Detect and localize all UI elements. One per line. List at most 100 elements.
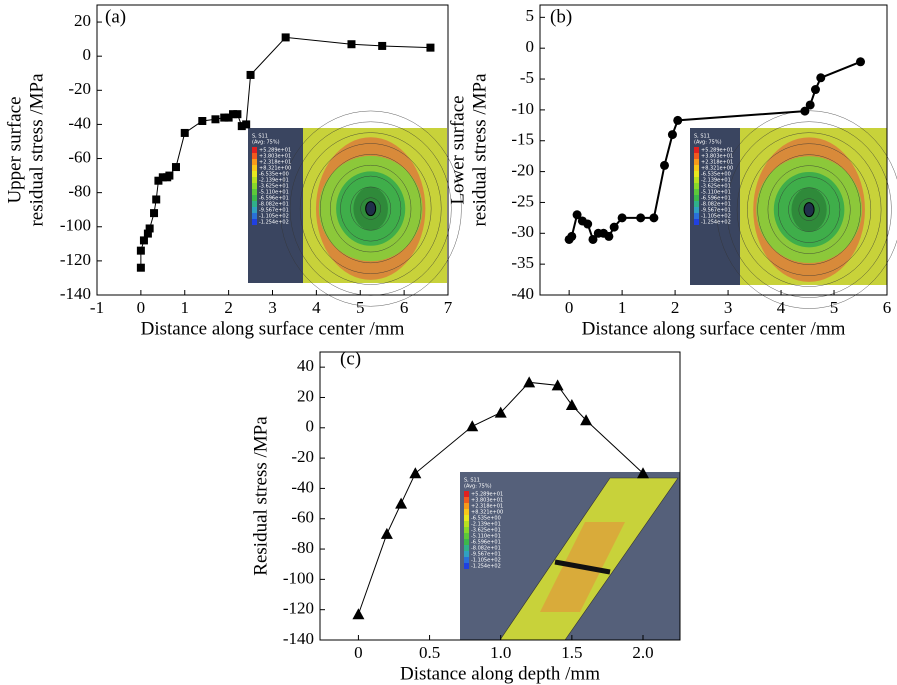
marker bbox=[618, 213, 627, 222]
marker bbox=[523, 376, 535, 387]
y-tick-label: -100 bbox=[60, 216, 91, 235]
x-tick-label: 5 bbox=[830, 298, 839, 317]
marker bbox=[247, 71, 255, 79]
y-axis-label: residual stress /MPa bbox=[26, 73, 47, 227]
y-tick-label: -35 bbox=[511, 253, 534, 272]
marker bbox=[610, 223, 619, 232]
panel-label: (b) bbox=[550, 6, 572, 27]
marker bbox=[604, 232, 613, 241]
legend-swatch bbox=[252, 219, 257, 225]
legend-swatch bbox=[694, 207, 699, 213]
inset-subtitle: (Avg: 75%) bbox=[252, 140, 280, 146]
legend-swatch bbox=[252, 189, 257, 195]
marker bbox=[806, 100, 815, 109]
legend-swatch bbox=[464, 509, 469, 515]
y-tick-label: -120 bbox=[283, 599, 314, 618]
x-tick-label: 1 bbox=[618, 298, 627, 317]
y-tick-label: -20 bbox=[291, 447, 314, 466]
x-tick-label: 4 bbox=[777, 298, 786, 317]
panel-label: (c) bbox=[340, 348, 361, 369]
x-tick-label: 0.5 bbox=[419, 643, 440, 662]
y-tick-label: -25 bbox=[511, 191, 534, 210]
marker bbox=[146, 224, 154, 232]
legend-swatch bbox=[694, 189, 699, 195]
marker bbox=[426, 44, 434, 52]
legend-swatch bbox=[694, 147, 699, 153]
legend-swatch bbox=[252, 177, 257, 183]
legend-swatch bbox=[694, 177, 699, 183]
inset-subtitle: (Avg: 75%) bbox=[694, 140, 722, 146]
y-tick-label: -20 bbox=[68, 79, 91, 98]
marker bbox=[198, 117, 206, 125]
x-tick-label: -1 bbox=[90, 298, 104, 317]
legend-swatch bbox=[694, 153, 699, 159]
y-tick-label: -30 bbox=[511, 222, 534, 241]
y-tick-label: -40 bbox=[68, 113, 91, 132]
marker bbox=[673, 116, 682, 125]
marker bbox=[668, 130, 677, 139]
x-tick-label: 2.0 bbox=[632, 643, 653, 662]
x-tick-label: 1.0 bbox=[490, 643, 511, 662]
legend-swatch bbox=[694, 213, 699, 219]
marker bbox=[242, 120, 250, 128]
marker bbox=[856, 57, 865, 66]
marker bbox=[636, 213, 645, 222]
legend-swatch bbox=[464, 491, 469, 497]
marker bbox=[816, 73, 825, 82]
legend-swatch bbox=[694, 171, 699, 177]
marker bbox=[172, 163, 180, 171]
x-axis-label: Distance along surface center /mm bbox=[582, 318, 846, 339]
legend-swatch bbox=[464, 521, 469, 527]
y-tick-label: -5 bbox=[520, 68, 534, 87]
y-axis-label: Upper surface bbox=[4, 96, 25, 203]
legend-swatch bbox=[464, 557, 469, 563]
y-axis-label: Residual stress /MPa bbox=[250, 416, 271, 576]
fem-inset: S, S11(Avg: 75%)+5.289e+01+3.803e+01+2.3… bbox=[690, 111, 897, 309]
marker bbox=[566, 399, 578, 410]
y-tick-label: -80 bbox=[291, 538, 314, 557]
legend-swatch bbox=[252, 213, 257, 219]
y-tick-label: -60 bbox=[291, 508, 314, 527]
y-tick-label: -10 bbox=[511, 99, 534, 118]
marker bbox=[282, 33, 290, 41]
legend-swatch bbox=[464, 503, 469, 509]
y-tick-label: -15 bbox=[511, 130, 534, 149]
marker bbox=[352, 608, 364, 619]
marker bbox=[150, 209, 158, 217]
y-tick-label: 20 bbox=[74, 11, 91, 30]
y-tick-label: -40 bbox=[511, 284, 534, 303]
fem-inset: S, S11(Avg: 75%)+5.289e+01+3.803e+01+2.3… bbox=[248, 111, 461, 306]
x-tick-label: 3 bbox=[268, 298, 277, 317]
marker bbox=[409, 467, 421, 478]
legend-swatch bbox=[252, 159, 257, 165]
legend-value: -1.254e+02 bbox=[471, 564, 501, 570]
marker bbox=[137, 247, 145, 255]
marker bbox=[152, 195, 160, 203]
legend-swatch bbox=[252, 207, 257, 213]
legend-swatch bbox=[694, 219, 699, 225]
x-tick-label: 4 bbox=[312, 298, 321, 317]
marker bbox=[233, 110, 241, 118]
x-axis-label: Distance along depth /mm bbox=[400, 663, 600, 684]
x-tick-label: 0 bbox=[354, 643, 363, 662]
legend-swatch bbox=[694, 183, 699, 189]
x-axis-label: Distance along surface center /mm bbox=[141, 318, 405, 339]
marker bbox=[137, 264, 145, 272]
x-tick-label: 5 bbox=[356, 298, 365, 317]
legend-value: -1.254e+02 bbox=[259, 220, 289, 226]
y-tick-label: -140 bbox=[60, 284, 91, 303]
legend-swatch bbox=[464, 533, 469, 539]
x-tick-label: 2 bbox=[224, 298, 233, 317]
y-tick-label: 0 bbox=[526, 37, 535, 56]
marker bbox=[649, 213, 658, 222]
legend-swatch bbox=[464, 551, 469, 557]
legend-swatch bbox=[252, 147, 257, 153]
legend-swatch bbox=[252, 183, 257, 189]
marker bbox=[567, 232, 576, 241]
y-axis-label: Lower surface bbox=[447, 95, 468, 204]
inset-subtitle: (Avg: 75%) bbox=[464, 484, 492, 490]
legend-swatch bbox=[252, 195, 257, 201]
y-tick-label: 5 bbox=[526, 6, 535, 25]
legend-swatch bbox=[694, 159, 699, 165]
marker bbox=[660, 161, 669, 170]
